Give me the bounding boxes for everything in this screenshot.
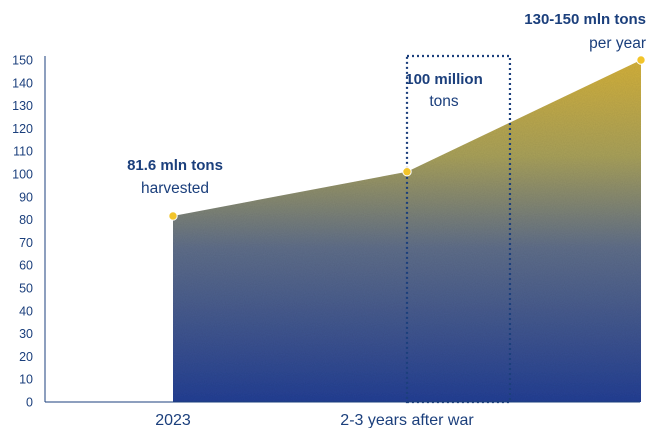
marker-layer bbox=[168, 55, 646, 221]
annotation-caption: per year bbox=[589, 35, 646, 52]
annotation-caption: harvested bbox=[141, 180, 209, 197]
annotation-layer: 81.6 mln tons harvested 100 million tons 130… bbox=[127, 11, 646, 197]
highlight-box-layer bbox=[405, 54, 512, 404]
area-fill bbox=[173, 60, 641, 402]
x-tick-label: 2-3 years after war bbox=[340, 412, 474, 428]
y-tick-label: 20 bbox=[19, 350, 33, 364]
y-tick-label: 80 bbox=[19, 213, 33, 227]
y-tick-label: 110 bbox=[13, 145, 33, 159]
x-tick-label: 2023 bbox=[155, 412, 191, 428]
data-point-marker bbox=[168, 211, 178, 221]
annotation-value: 100 million bbox=[405, 71, 483, 88]
y-tick-label: 10 bbox=[19, 373, 33, 387]
y-tick-label: 30 bbox=[19, 327, 33, 341]
y-tick-label: 70 bbox=[19, 236, 33, 250]
data-point-marker bbox=[402, 167, 412, 177]
y-axis: 0 10 20 30 40 50 60 70 80 90 100 110 120 130 140 150 bbox=[12, 54, 46, 410]
annotation-value: 130-150 mln tons bbox=[524, 11, 646, 28]
annotation-caption: tons bbox=[429, 93, 459, 110]
y-tick-label: 0 bbox=[26, 396, 33, 410]
area-layer bbox=[173, 60, 641, 402]
y-tick-label: 150 bbox=[12, 54, 33, 68]
y-tick-label: 60 bbox=[19, 259, 33, 273]
data-point-marker bbox=[636, 55, 646, 65]
y-tick-label: 50 bbox=[19, 282, 33, 296]
y-tick-label: 90 bbox=[19, 190, 33, 204]
y-tick-label: 120 bbox=[12, 122, 33, 136]
x-axis: 2023 2-3 years after war bbox=[45, 401, 640, 428]
y-tick-label: 140 bbox=[12, 76, 33, 90]
y-tick-label: 100 bbox=[12, 168, 33, 182]
y-tick-label: 130 bbox=[12, 99, 33, 113]
annotation-value: 81.6 mln tons bbox=[127, 157, 223, 174]
y-tick-label: 40 bbox=[19, 304, 33, 318]
highlight-dotted-box bbox=[405, 54, 512, 404]
